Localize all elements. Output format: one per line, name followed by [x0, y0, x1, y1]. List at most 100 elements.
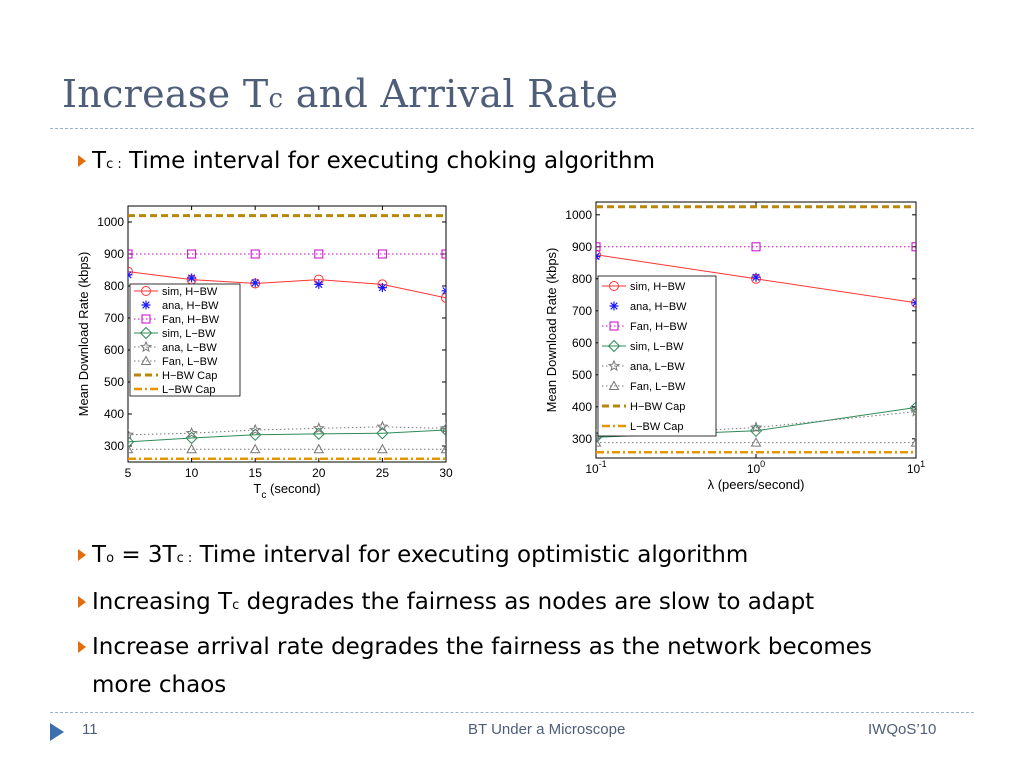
triangle-marker	[377, 443, 388, 454]
y-tick-label: 400	[104, 407, 124, 421]
diamond-marker	[607, 339, 621, 353]
triangle-marker	[608, 380, 620, 390]
star-marker	[249, 423, 262, 436]
y-tick-label: 600	[572, 336, 592, 350]
legend-label: Fan, H−BW	[630, 321, 688, 333]
legend-label: ana, H−BW	[162, 300, 219, 312]
circle-marker	[441, 292, 446, 303]
footer-conference: IWQoS’10	[868, 721, 937, 738]
star-marker	[128, 428, 135, 440]
legend-label: sim, H−BW	[630, 281, 686, 293]
x-axis-label: λ (peers/second)	[708, 477, 805, 492]
asterisk-marker	[314, 279, 324, 289]
legend-label: L−BW Cap	[630, 421, 684, 433]
star-marker	[749, 421, 763, 433]
y-tick-label: 1000	[565, 208, 592, 222]
legend-label: ana, H−BW	[630, 301, 687, 313]
legend-entry: Fan, L−BW	[602, 380, 686, 393]
asterisk-marker	[911, 298, 916, 308]
circle-marker	[141, 286, 151, 296]
diamond-marker	[139, 326, 153, 340]
star-marker	[312, 422, 325, 434]
y-tick-label: 800	[572, 272, 592, 286]
square-marker	[911, 242, 916, 252]
bullet-text-part: degrades the fairness as nodes are slow …	[239, 589, 815, 615]
series-4	[128, 420, 446, 440]
triangle-marker	[440, 443, 446, 454]
y-axis-label: Mean Download Rate (kbps)	[544, 248, 559, 413]
legend-entry: Fan, L−BW	[134, 355, 218, 368]
bullet-subscript: c :	[106, 157, 122, 172]
legend-label: sim, L−BW	[162, 328, 216, 340]
y-tick-label: 300	[104, 439, 124, 453]
star-marker	[376, 420, 389, 432]
x-tick-label: 101	[907, 459, 925, 476]
legend-entry: L−BW Cap	[602, 421, 684, 433]
legend: sim, H−BW ana, H−BW Fan, H−BW sim, L−BW ana,…	[129, 283, 241, 397]
square-marker	[128, 249, 133, 259]
title-divider	[50, 128, 974, 129]
legend-entry: ana, L−BW	[602, 359, 685, 373]
bullet-text-part: T	[92, 148, 107, 174]
x-axis-label: Tc (second)	[253, 481, 320, 501]
triangle-marker	[910, 437, 916, 447]
y-tick-label: 700	[572, 304, 592, 318]
circle-marker	[128, 266, 133, 277]
y-tick-label: 500	[104, 375, 124, 389]
square-marker	[314, 249, 324, 259]
legend-label: ana, L−BW	[162, 342, 217, 354]
asterisk-marker	[751, 272, 761, 282]
star-marker	[185, 426, 198, 439]
chart-tc: 300 400 500 600 700 800 900 1000 5 10 15 20 25 30 Tc (…	[76, 205, 453, 501]
x-tick-label: 30	[439, 466, 453, 480]
diamond-marker	[909, 401, 916, 414]
legend-label: H−BW Cap	[630, 401, 685, 413]
legend-box	[597, 275, 717, 437]
series-2	[596, 242, 916, 252]
bullet-text-part: = 3T	[114, 542, 177, 568]
asterisk-marker	[128, 270, 133, 280]
series-line	[128, 271, 446, 299]
x-tick-label: 10	[185, 466, 199, 480]
square-marker	[596, 242, 601, 252]
triangle-marker	[140, 355, 152, 365]
x-tick-label: 10-1	[585, 459, 606, 476]
y-tick-label: 400	[572, 400, 592, 414]
bullet-arrow-icon	[78, 596, 86, 608]
x-axis-label-subscript: c	[261, 490, 266, 501]
triangle-marker	[313, 443, 325, 454]
series-line	[128, 426, 446, 436]
bullet-text: Tc : Time interval for executing choking…	[92, 146, 655, 180]
legend-entry: Fan, H−BW	[602, 321, 688, 333]
x-tick-exponent: 1	[920, 459, 925, 469]
footer-center-title: BT Under a Microscope	[468, 721, 626, 738]
x-tick-label: 15	[249, 466, 263, 480]
star-marker	[439, 422, 446, 434]
asterisk-marker	[441, 286, 446, 296]
circle-marker	[609, 281, 619, 291]
legend: sim, H−BW ana, H−BW Fan, H−BW sim, L−BW ana,…	[597, 275, 717, 437]
star-marker	[607, 359, 621, 372]
x-tick-label: 5	[125, 466, 132, 480]
triangle-marker	[249, 443, 261, 454]
bullet-text: Increasing Tc degrades the fairness as n…	[92, 587, 814, 621]
asterisk-marker	[187, 273, 197, 283]
series-1	[128, 270, 446, 296]
legend-entry: sim, L−BW	[134, 326, 216, 340]
bullet-subscript: c	[232, 598, 240, 613]
x-tick-label: 100	[747, 459, 765, 476]
x-tick-exponent: 0	[760, 459, 765, 469]
y-tick-label: 900	[572, 240, 592, 254]
square-marker	[441, 249, 446, 259]
series-5	[596, 437, 916, 447]
x-axis-label-rest: (second)	[266, 481, 320, 496]
square-marker	[141, 314, 151, 324]
x-tick-exponent: -1	[599, 459, 607, 469]
y-tick-label: 600	[104, 343, 124, 357]
square-marker	[250, 249, 260, 259]
circle-marker	[596, 249, 601, 260]
legend-entry: H−BW Cap	[134, 370, 217, 382]
y-tick-label: 700	[104, 311, 124, 325]
title-rest: and Arrival Rate	[283, 72, 619, 116]
series-1	[596, 251, 916, 308]
